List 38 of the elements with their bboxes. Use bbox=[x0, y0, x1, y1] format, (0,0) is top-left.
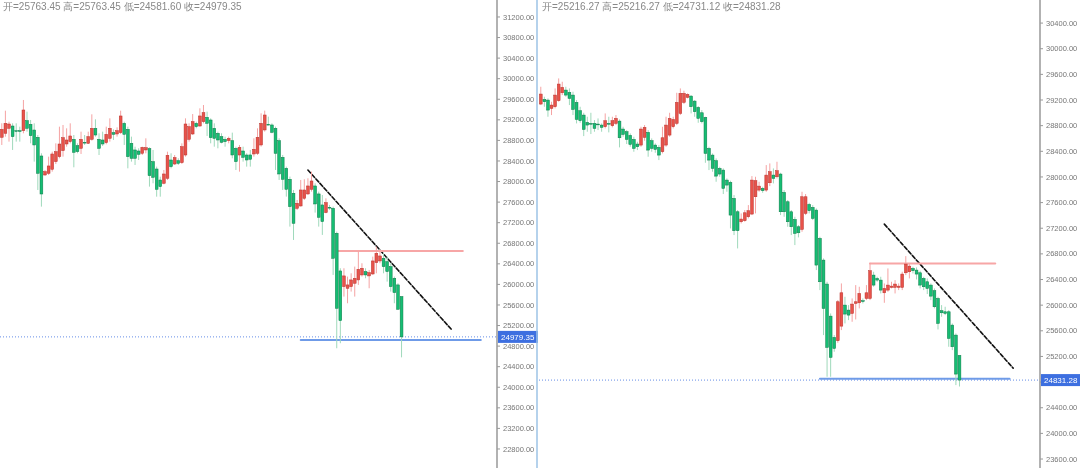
candlestick bbox=[165, 151, 170, 181]
candlestick bbox=[241, 146, 245, 163]
ref-line-label: 24831.28 bbox=[1044, 375, 1078, 385]
candlestick bbox=[854, 284, 858, 320]
candlestick bbox=[309, 171, 314, 193]
candlestick bbox=[10, 122, 15, 151]
candlestick bbox=[201, 104, 206, 124]
candlestick bbox=[237, 144, 242, 173]
candlestick bbox=[133, 146, 137, 166]
candlestick bbox=[646, 129, 650, 158]
candlestick bbox=[144, 137, 148, 154]
ref-line-label: 24979.35 bbox=[501, 332, 535, 342]
candlestick bbox=[714, 157, 718, 183]
candlestick bbox=[198, 107, 202, 128]
candlestick bbox=[843, 296, 847, 324]
chart-title: 开=25216.27 高=25216.27 低=24731.12 收=24831.28 bbox=[542, 1, 781, 12]
line-series bbox=[307, 169, 453, 331]
candlestick bbox=[169, 152, 173, 169]
candlestick bbox=[64, 127, 69, 148]
candlestick bbox=[97, 132, 101, 156]
candlestick bbox=[223, 136, 227, 148]
candlestick bbox=[7, 121, 11, 143]
candlestick bbox=[212, 122, 216, 148]
line-series bbox=[883, 223, 1014, 369]
candlestick bbox=[639, 126, 643, 148]
candlestick bbox=[79, 131, 83, 155]
candlestick bbox=[861, 297, 865, 304]
candlestick bbox=[596, 117, 600, 131]
candlestick bbox=[119, 110, 123, 135]
candlestick bbox=[14, 122, 18, 143]
candlestick bbox=[675, 92, 679, 126]
candlestick bbox=[775, 161, 779, 179]
candlestick bbox=[61, 124, 65, 158]
chart-title: 开=25763.45 高=25763.45 低=24581.60 收=24979.35 bbox=[3, 1, 242, 12]
candlestick bbox=[299, 179, 303, 208]
candlestick bbox=[320, 194, 324, 236]
candlestick bbox=[546, 97, 550, 118]
candlestick bbox=[68, 122, 72, 144]
